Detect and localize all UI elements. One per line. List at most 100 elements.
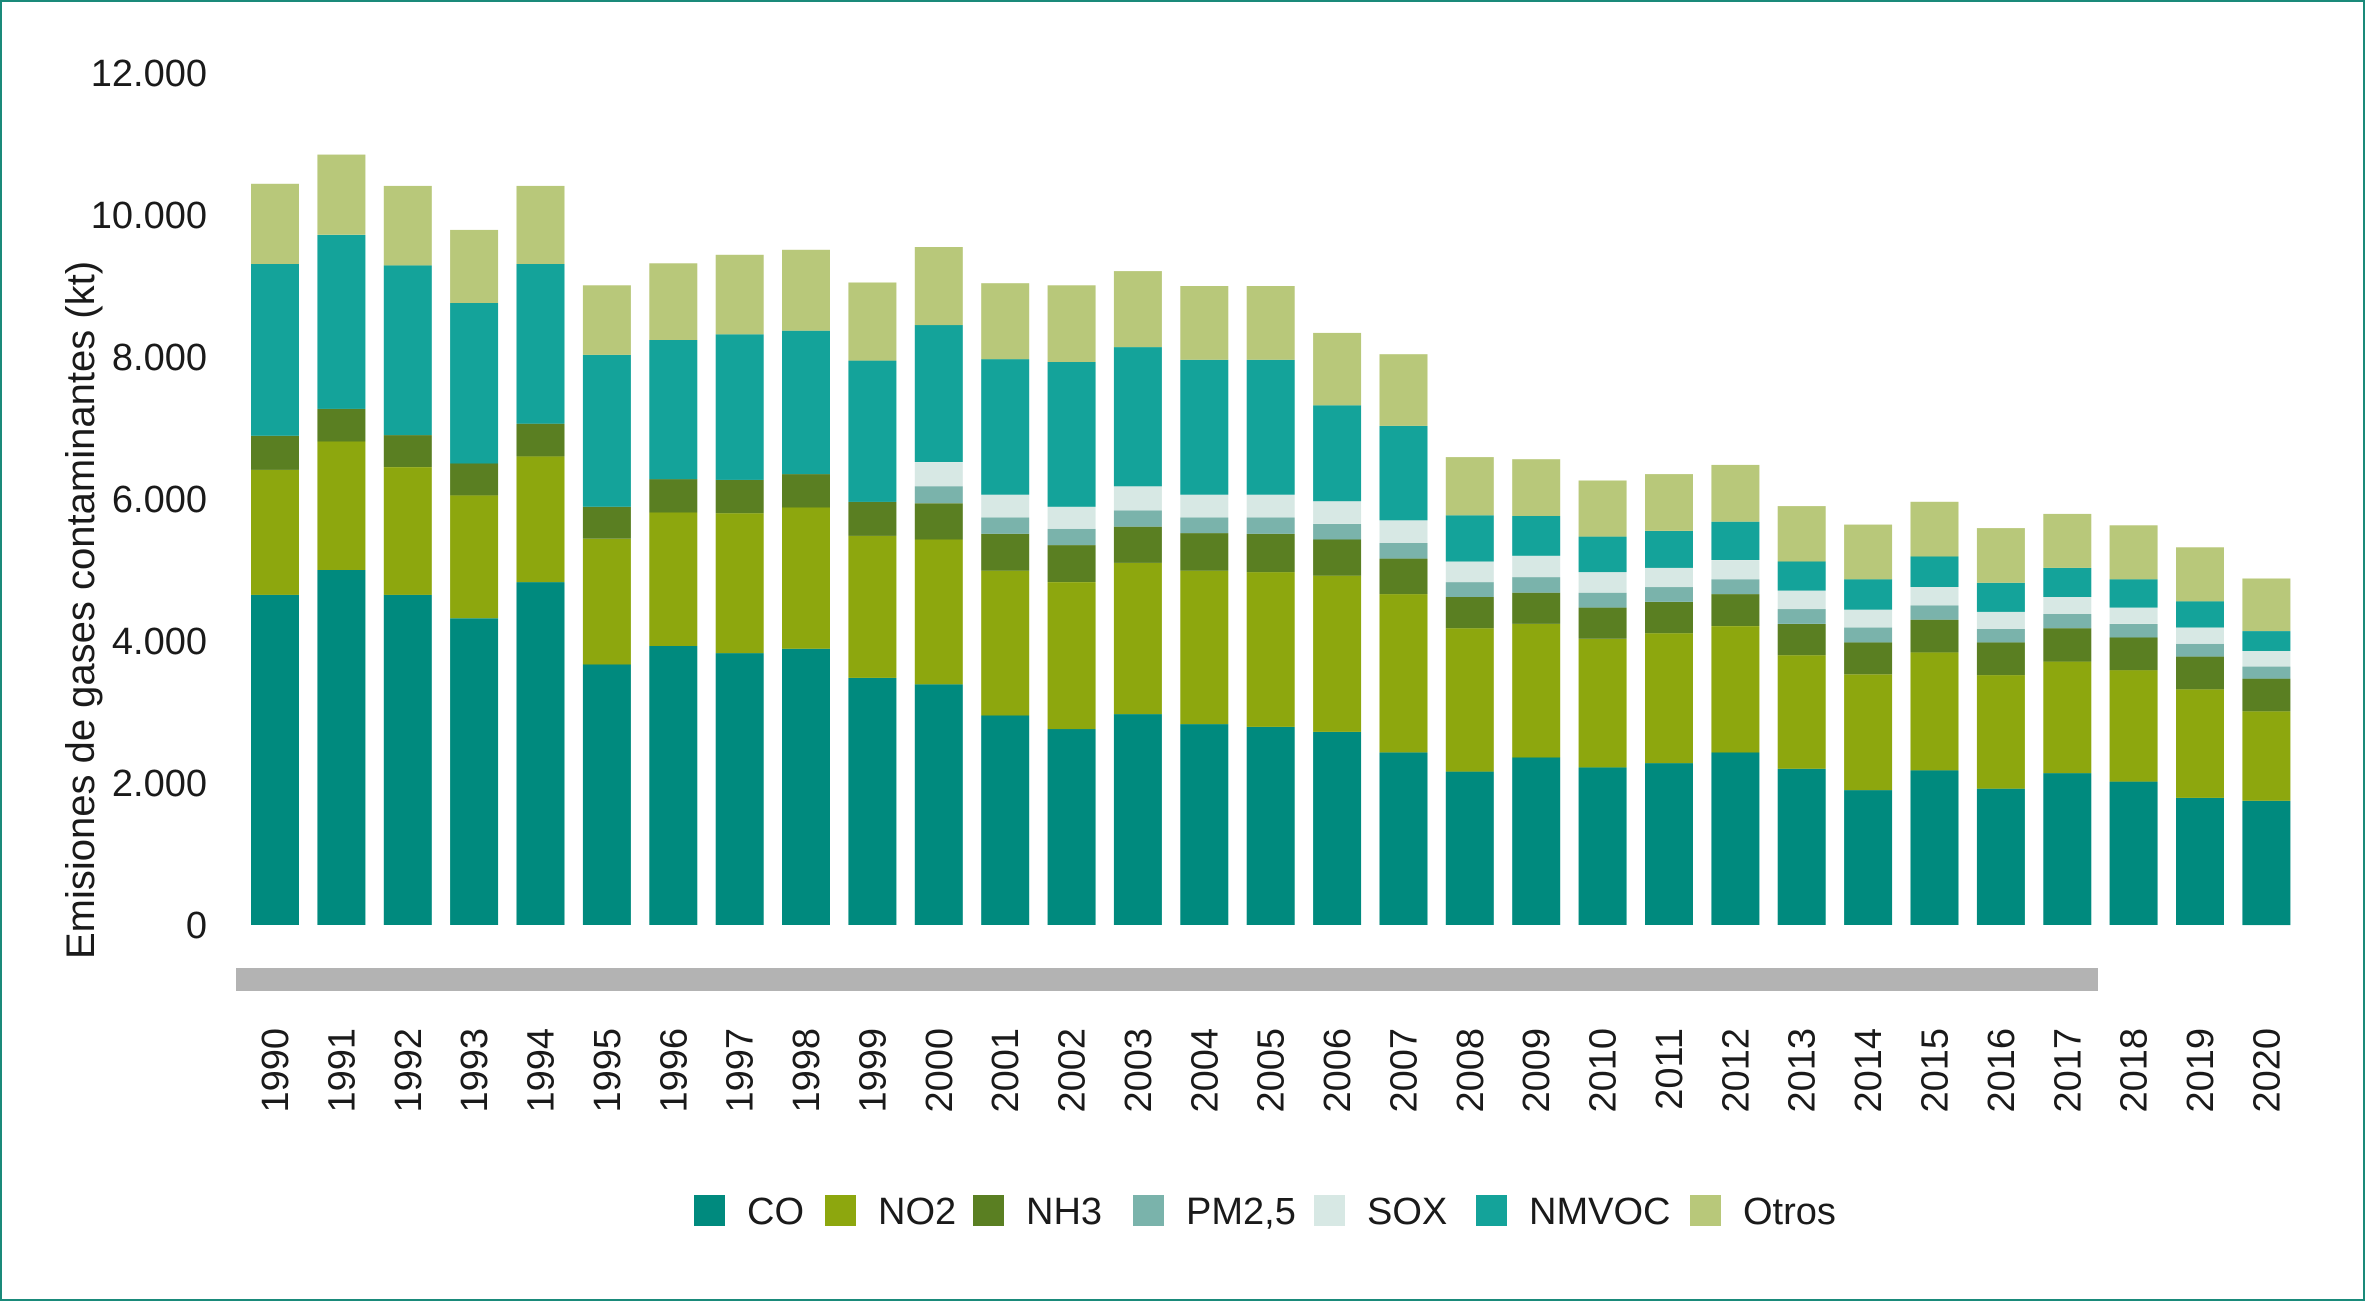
legend-label-nh3: NH3 — [1026, 1191, 1102, 1233]
bar-segment-no2-1998 — [782, 507, 830, 649]
bar-segment-no2-2009 — [1512, 624, 1561, 758]
bar-segment-nh3-2000 — [914, 503, 963, 540]
x-tick-label: 2011 — [1649, 1028, 1691, 1110]
legend-swatch-no2 — [825, 1195, 856, 1226]
x-tick-label: 1990 — [255, 1028, 297, 1113]
x-tick-label: 2003 — [1118, 1028, 1160, 1113]
bar-segment-no2-2000 — [914, 539, 963, 685]
bar-segment-co-2011 — [1645, 763, 1693, 925]
x-tick-label: 2009 — [1516, 1028, 1558, 1113]
x-tick-label: 2015 — [1915, 1028, 1957, 1113]
bar-segment-sox-2007 — [1379, 520, 1428, 543]
legend-label-sox: SOX — [1367, 1191, 1447, 1233]
bar-segment-no2-1994 — [516, 456, 565, 583]
bar-segment-co-2009 — [1512, 757, 1561, 925]
bar-segment-sox-2009 — [1512, 555, 1561, 578]
x-tick-label: 2013 — [1782, 1028, 1824, 1113]
bar-segment-no2-2001 — [981, 570, 1030, 716]
bar-segment-sox-2003 — [1113, 486, 1162, 511]
x-tick-label: 2000 — [919, 1028, 961, 1113]
legend: CO NO2 NH3 PM2,5 SOX NMVOC Otros — [694, 1191, 1836, 1233]
bar-segment-nh3-2018 — [2109, 637, 2158, 671]
bar-segment-co-2013 — [1777, 768, 1826, 925]
bar-segment-nh3-2002 — [1047, 545, 1096, 582]
bar-segment-nh3-2015 — [1910, 619, 1959, 653]
bar-segment-sox-2010 — [1578, 572, 1627, 593]
x-tick-label: 2010 — [1583, 1028, 1625, 1113]
bar-segment-pm25-2008 — [1445, 582, 1494, 597]
y-tick-label: 10.000 — [91, 195, 207, 237]
bar-segment-nmvoc-2007 — [1379, 425, 1428, 521]
y-tick-label: 0 — [186, 905, 207, 947]
bar-segment-pm25-2005 — [1246, 517, 1295, 534]
bar-segment-co-1995 — [582, 664, 631, 925]
bar-segment-nh3-1995 — [582, 506, 631, 539]
bar-segment-no2-2019 — [2176, 689, 2224, 798]
bar-segment-sox-2012 — [1711, 560, 1760, 580]
bar-segment-co-2006 — [1313, 731, 1362, 925]
bar-segment-co-2014 — [1844, 790, 1893, 925]
bar-segment-co-2016 — [1976, 788, 2025, 925]
bar-segment-no2-2002 — [1047, 582, 1096, 730]
bar-segment-no2-2013 — [1777, 655, 1826, 769]
bar-segment-nmvoc-2016 — [1976, 582, 2025, 612]
bar-segment-no2-2017 — [2043, 661, 2092, 774]
bar-segment-pm25-2015 — [1910, 605, 1959, 620]
bar-segment-sox-2013 — [1777, 590, 1826, 610]
bar-segment-nh3-2003 — [1113, 526, 1162, 563]
bar-segment-nmvoc-1998 — [782, 330, 830, 475]
bar-segment-nmvoc-2015 — [1910, 556, 1959, 587]
bar-segment-otros-1997 — [715, 254, 764, 335]
bar-segment-nh3-2016 — [1976, 642, 2025, 676]
bar-segment-co-2012 — [1711, 752, 1760, 925]
bar-segment-no2-2004 — [1180, 570, 1229, 725]
bar-segment-otros-1990 — [251, 183, 299, 264]
bar-segment-nh3-2017 — [2043, 628, 2092, 662]
bar-segment-sox-2006 — [1313, 501, 1362, 524]
bar-segment-no2-2006 — [1313, 575, 1362, 732]
bar-segment-no2-2018 — [2109, 670, 2158, 782]
x-tick-label: 1998 — [786, 1028, 828, 1113]
y-tick-label: 6.000 — [112, 479, 207, 521]
bar-segment-sox-2005 — [1246, 494, 1295, 518]
bar-segment-nh3-2008 — [1445, 597, 1494, 629]
bar-segment-pm25-2009 — [1512, 577, 1561, 593]
bar-segment-no2-1992 — [383, 467, 432, 595]
bar-segment-otros-2014 — [1844, 524, 1893, 580]
bar-segment-co-2005 — [1246, 726, 1295, 925]
bar-segment-sox-2018 — [2109, 607, 2158, 624]
bar-segment-nh3-2013 — [1777, 624, 1826, 656]
bar-segment-otros-2012 — [1711, 464, 1760, 522]
bar-segment-otros-2019 — [2176, 547, 2224, 602]
bar-segment-nh3-2005 — [1246, 533, 1295, 573]
bar-segment-otros-2015 — [1910, 501, 1959, 557]
bar-segment-co-2001 — [981, 715, 1030, 925]
bar-segment-nh3-2019 — [2176, 656, 2224, 690]
bars — [251, 154, 2291, 926]
bar-segment-otros-2011 — [1645, 474, 1693, 531]
bar-segment-otros-2018 — [2109, 525, 2158, 580]
x-tick-label: 2002 — [1052, 1028, 1094, 1113]
bar-segment-no2-2014 — [1844, 674, 1893, 791]
bar-segment-otros-2008 — [1445, 457, 1494, 516]
x-tick-label: 2007 — [1384, 1028, 1426, 1113]
bar-segment-nh3-1996 — [649, 479, 698, 513]
bar-segment-nmvoc-2005 — [1246, 359, 1295, 495]
bar-segment-nmvoc-2020 — [2242, 631, 2291, 651]
legend-swatch-nh3 — [973, 1195, 1004, 1226]
bar-segment-pm25-2002 — [1047, 528, 1096, 546]
legend-swatch-sox — [1314, 1195, 1345, 1226]
x-tick-label: 1996 — [653, 1028, 695, 1113]
bar-segment-nmvoc-2008 — [1445, 515, 1494, 562]
bar-segment-no2-1997 — [715, 513, 764, 654]
bar-segment-otros-2001 — [981, 283, 1030, 360]
bar-segment-otros-2004 — [1180, 286, 1229, 360]
bar-segment-no2-2010 — [1578, 638, 1627, 768]
bar-segment-no2-2011 — [1645, 633, 1693, 764]
bar-segment-no2-2008 — [1445, 628, 1494, 772]
bar-segment-no2-2012 — [1711, 626, 1760, 753]
bar-segment-sox-2020 — [2242, 650, 2291, 667]
bar-segment-nmvoc-1997 — [715, 334, 764, 480]
bar-segment-no2-1991 — [317, 441, 366, 570]
